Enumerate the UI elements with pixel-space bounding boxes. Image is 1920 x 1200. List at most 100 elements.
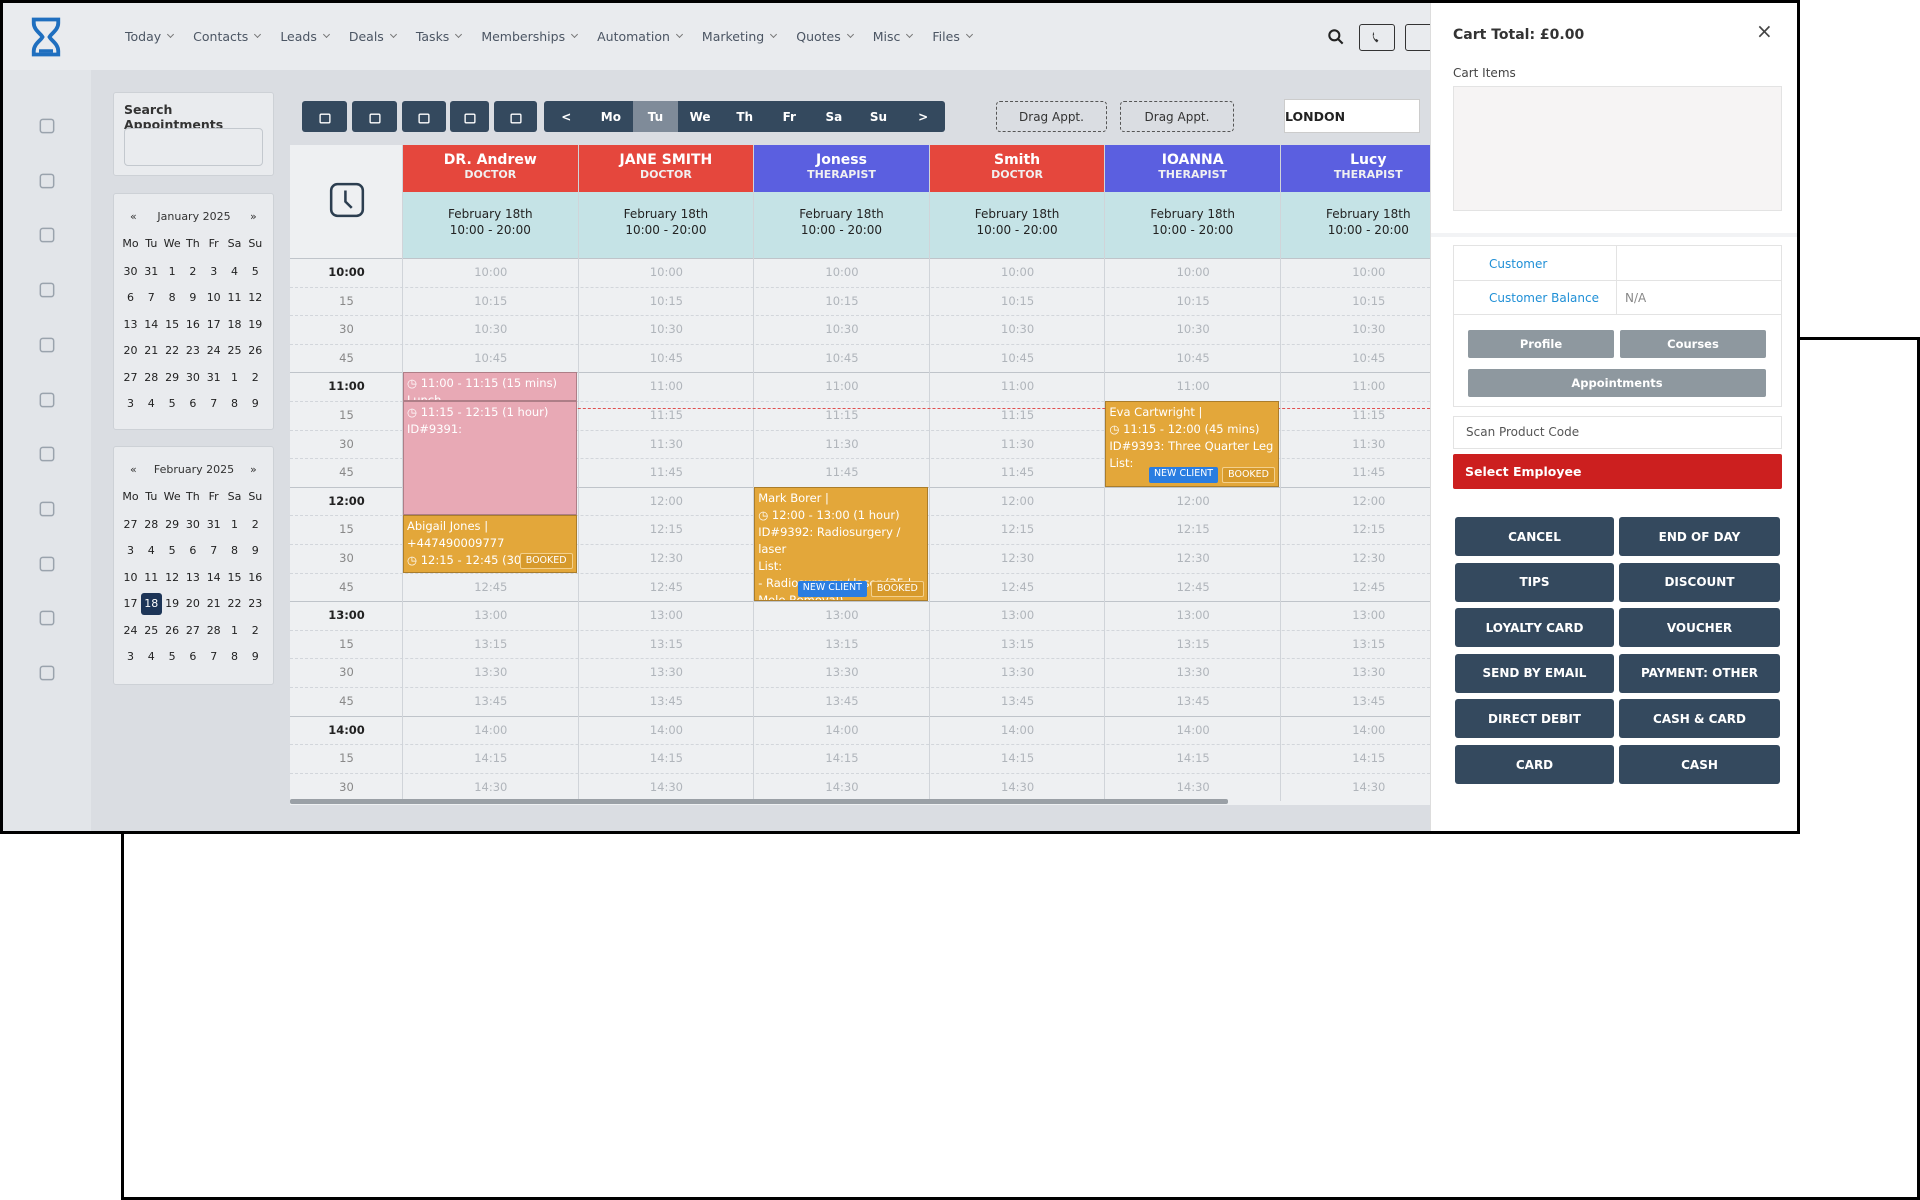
calendar-next[interactable]: » <box>250 463 257 476</box>
slot-label[interactable]: 13:15 <box>1176 636 1210 651</box>
slot-label[interactable]: 10:15 <box>649 293 683 308</box>
slot-label[interactable]: 11:00 <box>649 379 683 394</box>
slot-label[interactable]: 13:00 <box>1352 608 1386 623</box>
calendar-day[interactable]: 27 <box>123 370 138 384</box>
slot-label[interactable]: 13:45 <box>825 694 859 708</box>
calendar-day[interactable]: 15 <box>227 570 242 584</box>
calendar-day[interactable]: 3 <box>127 397 134 410</box>
calendar-day[interactable]: 4 <box>147 544 155 558</box>
slot-label[interactable]: 14:00 <box>1001 722 1035 737</box>
slot-label[interactable]: 13:30 <box>1001 665 1035 680</box>
slot-label[interactable]: 13:30 <box>825 665 859 680</box>
calendar-day[interactable]: 27 <box>185 623 200 637</box>
slot-label[interactable]: 10:45 <box>649 350 683 365</box>
customer-button[interactable]: Profile <box>1468 330 1614 358</box>
nav-item[interactable]: Memberships <box>481 29 577 44</box>
action-button[interactable]: CASH & CARD <box>1619 699 1780 739</box>
slot-label[interactable]: 10:30 <box>649 322 683 337</box>
slot-label[interactable]: 14:15 <box>474 751 508 766</box>
calendar-day[interactable]: 16 <box>185 317 200 331</box>
slot-label[interactable]: 14:30 <box>474 779 508 794</box>
nav-item[interactable]: Leads <box>280 29 329 44</box>
slot-label[interactable]: 12:30 <box>1001 551 1035 565</box>
slot-label[interactable]: 13:00 <box>1176 608 1210 623</box>
slot-label[interactable]: 11:00 <box>1001 379 1035 394</box>
slot-label[interactable]: 12:00 <box>1001 493 1035 508</box>
day-button[interactable]: We <box>689 109 711 124</box>
calendar-day[interactable]: 20 <box>123 344 138 358</box>
calendar-day[interactable]: 29 <box>165 370 180 384</box>
calendar-day[interactable]: 5 <box>168 650 176 663</box>
action-button[interactable]: END OF DAY <box>1619 517 1780 556</box>
slot-label[interactable]: 11:15 <box>825 408 859 422</box>
drag-button[interactable]: Drag Appt. <box>996 101 1107 132</box>
slot-label[interactable]: 10:00 <box>825 265 859 279</box>
calendar-day[interactable]: 22 <box>165 344 180 358</box>
slot-label[interactable]: 12:15 <box>1352 522 1386 537</box>
calendar-day[interactable]: 1 <box>168 265 176 278</box>
day-button[interactable]: Tu <box>633 101 678 132</box>
slot-label[interactable]: 13:45 <box>649 694 683 708</box>
calendar-day[interactable]: 26 <box>165 623 180 637</box>
slot-label[interactable]: 10:30 <box>825 322 859 337</box>
action-button[interactable]: CANCEL <box>1455 517 1614 556</box>
nav-item[interactable]: Today <box>125 29 173 44</box>
slot-label[interactable]: 12:45 <box>474 579 508 594</box>
location-select[interactable]: LONDON <box>1284 99 1420 133</box>
slot-label[interactable]: 12:15 <box>1001 522 1035 537</box>
drag-button[interactable]: Drag Appt. <box>1120 101 1234 132</box>
slot-label[interactable]: 11:45 <box>1001 465 1035 480</box>
slot-label[interactable]: 13:15 <box>649 636 683 651</box>
action-button[interactable]: LOYALTY CARD <box>1455 608 1614 648</box>
slot-label[interactable]: 10:15 <box>1352 293 1386 308</box>
slot-label[interactable]: 12:15 <box>649 522 683 537</box>
slot-label[interactable]: 14:15 <box>1176 751 1210 766</box>
calendar-day[interactable]: 27 <box>123 518 138 531</box>
calendar-day[interactable]: 20 <box>185 597 200 611</box>
calendar-day[interactable]: 10 <box>123 570 138 584</box>
calendar-day[interactable]: 11 <box>227 291 242 305</box>
customer-label[interactable]: Customer <box>1489 257 1548 271</box>
calendar-day[interactable]: 24 <box>206 344 221 358</box>
day-button[interactable]: Sa <box>825 109 843 124</box>
slot-label[interactable]: 13:30 <box>649 665 683 680</box>
calendar-day[interactable]: 30 <box>185 370 200 384</box>
calendar-day[interactable]: 19 <box>165 597 180 611</box>
customer-button[interactable]: Courses <box>1620 330 1766 358</box>
calendar-day[interactable]: 8 <box>231 397 238 410</box>
calendar-day[interactable]: 2 <box>251 370 259 384</box>
day-button[interactable]: Fr <box>782 109 796 124</box>
slot-label[interactable]: 13:30 <box>1176 665 1210 680</box>
slot-label[interactable]: 12:15 <box>1176 522 1210 537</box>
calendar-day[interactable]: 2 <box>251 518 259 531</box>
nav-item[interactable]: Automation <box>597 29 682 44</box>
action-button[interactable]: VOUCHER <box>1619 608 1780 648</box>
slot-label[interactable]: 10:30 <box>1352 322 1386 337</box>
calendar-day[interactable]: 11 <box>144 570 159 584</box>
slot-label[interactable]: 14:30 <box>1001 779 1035 794</box>
calendar-day[interactable]: 8 <box>231 650 238 663</box>
slot-label[interactable]: 10:45 <box>825 350 859 365</box>
appointment[interactable]: Abigail Jones |+44749000977712:15 - 12:4… <box>403 515 577 573</box>
calendar-day[interactable]: 14 <box>206 570 221 584</box>
slot-label[interactable]: 14:00 <box>474 722 508 737</box>
action-button[interactable]: SEND BY EMAIL <box>1455 653 1614 693</box>
slot-label[interactable]: 13:00 <box>825 608 859 623</box>
calendar-day[interactable]: 13 <box>123 317 138 331</box>
calendar-day[interactable]: 3 <box>127 544 134 558</box>
slot-label[interactable]: 14:30 <box>825 779 859 794</box>
calendar-day[interactable]: 31 <box>144 265 159 278</box>
calendar-day[interactable]: 26 <box>248 344 263 358</box>
nav-item[interactable]: Files <box>932 29 971 44</box>
nav-item[interactable]: Quotes <box>796 29 853 44</box>
day-button[interactable]: < <box>561 109 572 124</box>
slot-label[interactable]: 12:30 <box>1352 551 1386 565</box>
calendar-day[interactable]: 9 <box>251 544 259 558</box>
calendar-day[interactable]: 13 <box>185 570 200 584</box>
calendar-day[interactable]: 17 <box>123 597 138 611</box>
nav-item[interactable]: Tasks <box>416 29 462 44</box>
slot-label[interactable]: 12:00 <box>1176 493 1210 508</box>
slot-label[interactable]: 13:15 <box>1001 636 1035 651</box>
calendar-day[interactable]: 29 <box>165 518 180 531</box>
calendar-day[interactable]: 21 <box>144 344 159 358</box>
